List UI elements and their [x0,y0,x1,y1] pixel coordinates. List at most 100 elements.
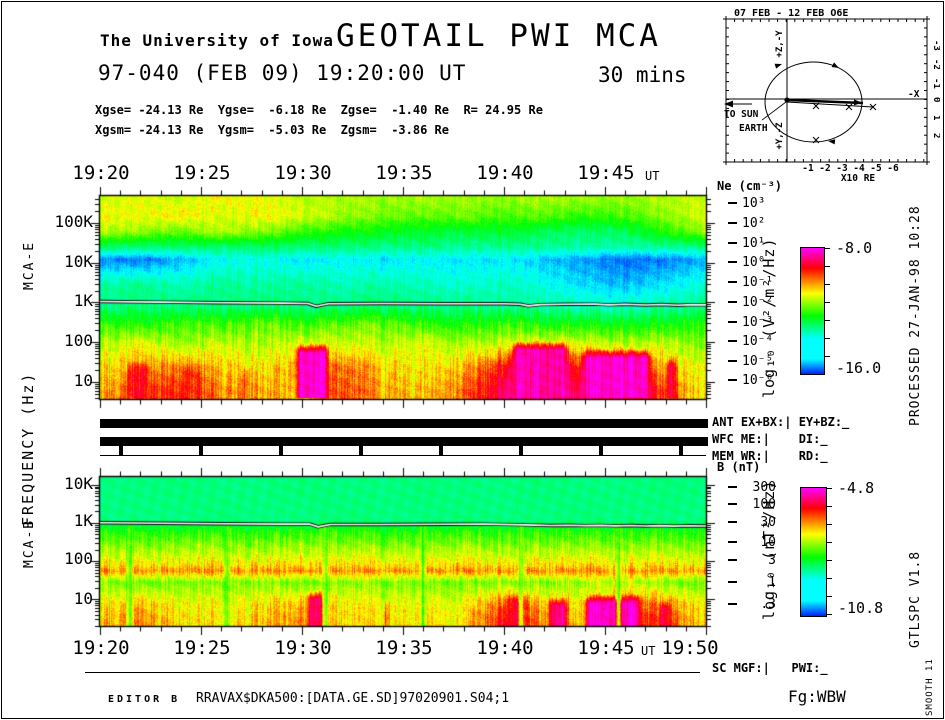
to-sun-arrowhead [724,100,733,108]
svg-text:-5: -5 [870,163,882,174]
colorbar-e-min: -16.0 [836,359,882,377]
frequency-axis-label: FREQUENCY (Hz) [19,371,37,526]
ne-tick [728,261,737,263]
status-wfc: WFC ME:| DI:_ [712,432,828,446]
top-time-label: 19:45 [577,162,635,184]
status-sc-mgf: SC MGF:| PWI:_ [712,661,828,675]
orbit-x-markers [812,102,877,144]
ne-scale-row: 10⁰ [728,254,765,270]
fg-label: Fg:WBW [788,687,846,706]
institution-label: The University of Iowa [100,31,334,50]
bottom-time-label: 19:45 [577,637,635,659]
mca-b-freq-label: 10K [64,474,93,493]
ne-scale-row: 10⁻³ [728,314,773,330]
mca-e-panel-label: MCA-E [22,240,37,290]
b-scale-title: B (nT) [717,460,761,474]
orbit-inset: 07 FEB - 12 FEB O6E EARTH TO SUN +Z,-Y +… [723,8,940,182]
svg-text:1: 1 [931,115,940,120]
ne-tick [728,301,737,303]
bottom-time-label: 19:40 [476,637,534,659]
status-mem: MEM WR:| RD:_ [712,449,828,463]
b-scale-row: 300 [728,479,776,495]
axis-label-plus-z: +Z,-Y [775,30,785,58]
ne-scale-row: 10⁻² [728,294,773,310]
mem-activity-marks [119,446,689,456]
top-time-label: 19:35 [375,162,433,184]
mca-b-freq-label: 10 [73,589,93,608]
program-version: GTLSPC V1.8 [908,550,923,648]
orbit-segment [786,101,874,108]
bottom-time-label: 19:50 [661,637,719,659]
mca-e-freq-label: 100K [54,212,93,231]
svg-text:-6: -6 [887,163,899,174]
inset-tick [924,159,930,165]
b-scale-row: 100 [728,496,776,512]
data-file-path: RRAVAX$DKA500:[DATA.GE.SD]97020901.S04;1 [196,691,510,706]
b-scale-row: 30 [728,514,776,530]
date-line: 97-040 (FEB 09) 19:20:00 UT [98,61,467,85]
mca-e-freq-label: 10 [73,371,93,390]
ne-scale-row: 10⁻⁶ [728,372,773,388]
ne-tick [728,379,737,381]
ne-scale-row: 10⁻¹ [728,274,773,290]
ant-activity-bar [100,419,708,428]
top-ut-label: UT [645,169,660,183]
b-scale-row: 3 [728,552,776,568]
inset-tick [924,16,930,22]
svg-text:-3: -3 [931,40,940,51]
ne-tick [728,242,737,244]
page-title: GEOTAIL PWI MCA [336,18,661,54]
mca-b-spectrogram [88,465,718,638]
b-scale-row: .3 [728,596,776,612]
b-scale-row: 10 [728,534,776,550]
b-tick [728,521,737,523]
mca-b-freq-label: 100 [64,549,93,568]
ne-tick [728,360,737,362]
earth-dot [784,97,790,103]
ne-scale-row: 10¹ [728,235,765,251]
bottom-time-label: 19:25 [173,637,231,659]
mca-b-freq-label: 1K [73,511,93,530]
b-tick [728,603,737,605]
orbit-title: 07 FEB - 12 FEB O6E [734,8,848,19]
b-tick [728,503,737,505]
processed-timestamp: PROCESSED 27-JAN-98 10:28 [908,205,923,426]
svg-text:-2: -2 [931,59,940,70]
orbit-segment-highlight [786,98,864,105]
bottom-ut-label: UT [641,644,656,658]
b-tick [728,559,737,561]
ne-tick [728,222,737,224]
top-time-label: 19:25 [173,162,231,184]
b-tick [728,541,737,543]
colorbar-b-unit: log₁₀ (nT²/Hz) [760,479,778,620]
top-time-label: 19:40 [476,162,534,184]
mca-e-freq-label: 10K [64,252,93,271]
footer-divider [85,672,700,673]
b-scale-row: 1 [728,574,776,590]
ne-scale-row: 10² [728,215,765,231]
inset-tick [723,159,729,165]
colorbar-b [800,487,832,617]
svg-text:2: 2 [931,133,940,138]
gse-coordinates: Xgse= -24.13 Re Ygse= -6.18 Re Zgse= -1.… [95,103,543,117]
mca-e-spectrogram [88,184,718,411]
smooth-label: SMOOTH 11 [925,658,935,716]
ne-scale-row: 10⁻⁴ [728,333,773,349]
ne-scale-title: Ne (cm⁻³) [717,179,783,193]
axis-label-minus-x: -X [908,89,920,100]
to-sun-label: TO SUN [724,109,759,120]
status-ant: ANT EX+BX:| EY+BZ:_ [712,415,850,429]
svg-text:-3: -3 [836,163,848,174]
earth-pointer-line [761,101,787,121]
ne-tick [728,281,737,283]
orbit-arrows [774,62,862,145]
svg-text:-4: -4 [853,163,865,174]
colorbar-e-unit: log₁₀ (V²/m²/Hz) [760,237,778,399]
ne-tick [728,340,737,342]
colorbar-b-max: -4.8 [838,479,875,497]
b-tick [728,486,737,488]
gsm-coordinates: Xgsm= -24.13 Re Ygsm= -5.03 Re Zgsm= -3.… [95,123,450,137]
top-time-label: 19:30 [274,162,332,184]
ne-scale-row: 10³ [728,195,765,211]
